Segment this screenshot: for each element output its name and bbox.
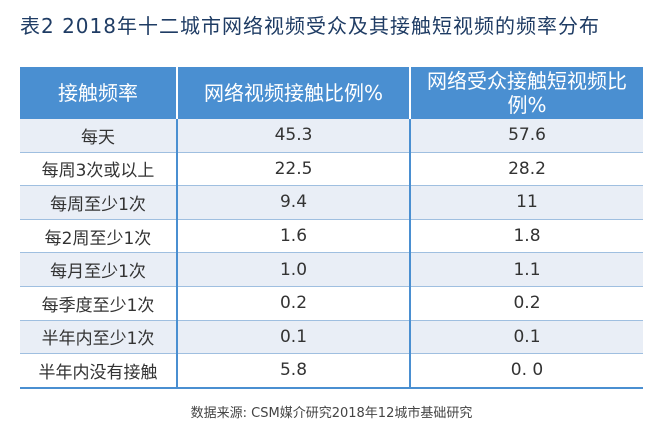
header-short-video-ratio-text: 网络受众接触短视频比例% [427, 69, 627, 117]
table-header: 接触频率 网络视频接触比例% 网络受众接触短视频比例% [20, 67, 643, 119]
table-row: 每天 45.3 57.6 [20, 119, 643, 153]
video-ratio-cell: 0.2 [177, 286, 411, 321]
header-video-contact-ratio: 网络视频接触比例% [177, 67, 411, 119]
short-video-ratio-cell: 0.2 [410, 286, 643, 321]
video-ratio-cell: 0.1 [177, 320, 411, 355]
short-video-ratio-cell: 1.1 [410, 252, 643, 287]
short-video-ratio-cell: 0.1 [410, 320, 643, 355]
table-row: 每月至少1次 1.0 1.1 [20, 252, 643, 287]
video-ratio-cell: 5.8 [177, 353, 411, 389]
table-row: 半年内至少1次 0.1 0.1 [20, 320, 643, 355]
data-source-note: 数据来源: CSM媒介研究2018年12城市基础研究 [190, 406, 473, 421]
video-ratio-cell: 22.5 [177, 152, 411, 187]
video-ratio-cell: 9.4 [177, 185, 411, 220]
row-label-cell: 每周至少1次 [20, 185, 178, 220]
header-row: 接触频率 网络视频接触比例% 网络受众接触短视频比例% [20, 67, 643, 119]
table-row: 每2周至少1次 1.6 1.8 [20, 219, 643, 254]
short-video-ratio-cell: 57.6 [410, 119, 643, 153]
header-short-video-ratio: 网络受众接触短视频比例% [410, 67, 643, 119]
short-video-ratio-cell: 11 [410, 185, 643, 220]
row-label-cell: 半年内没有接触 [20, 353, 178, 389]
table-body: 每天 45.3 57.6 每周3次或以上 22.5 28.2 每周至少1次 9.4 11 每2周至… [20, 119, 643, 389]
video-ratio-cell: 1.0 [177, 252, 411, 287]
frequency-table: 接触频率 网络视频接触比例% 网络受众接触短视频比例% 每天 45.3 57.6 每周… [20, 67, 643, 389]
row-label-cell: 每季度至少1次 [20, 286, 178, 321]
table-row: 每周3次或以上 22.5 28.2 [20, 152, 643, 187]
table-row: 每季度至少1次 0.2 0.2 [20, 286, 643, 321]
table-row: 半年内没有接触 5.8 0. 0 [20, 353, 643, 389]
row-label-cell: 每天 [20, 119, 178, 153]
row-label-cell: 每周3次或以上 [20, 152, 178, 187]
table-title: 表2 2018年十二城市网络视频受众及其接触短视频的频率分布 [20, 14, 600, 38]
row-label-cell: 每2周至少1次 [20, 219, 178, 254]
row-label-cell: 半年内至少1次 [20, 320, 178, 355]
header-frequency: 接触频率 [20, 67, 178, 119]
short-video-ratio-cell: 1.8 [410, 219, 643, 254]
short-video-ratio-cell: 28.2 [410, 152, 643, 187]
data-table: 接触频率 网络视频接触比例% 网络受众接触短视频比例% 每天 45.3 57.6 每周… [20, 67, 643, 389]
table-row: 每周至少1次 9.4 11 [20, 185, 643, 220]
row-label-cell: 每月至少1次 [20, 252, 178, 287]
video-ratio-cell: 45.3 [177, 119, 411, 153]
video-ratio-cell: 1.6 [177, 219, 411, 254]
short-video-ratio-cell: 0. 0 [410, 353, 643, 389]
